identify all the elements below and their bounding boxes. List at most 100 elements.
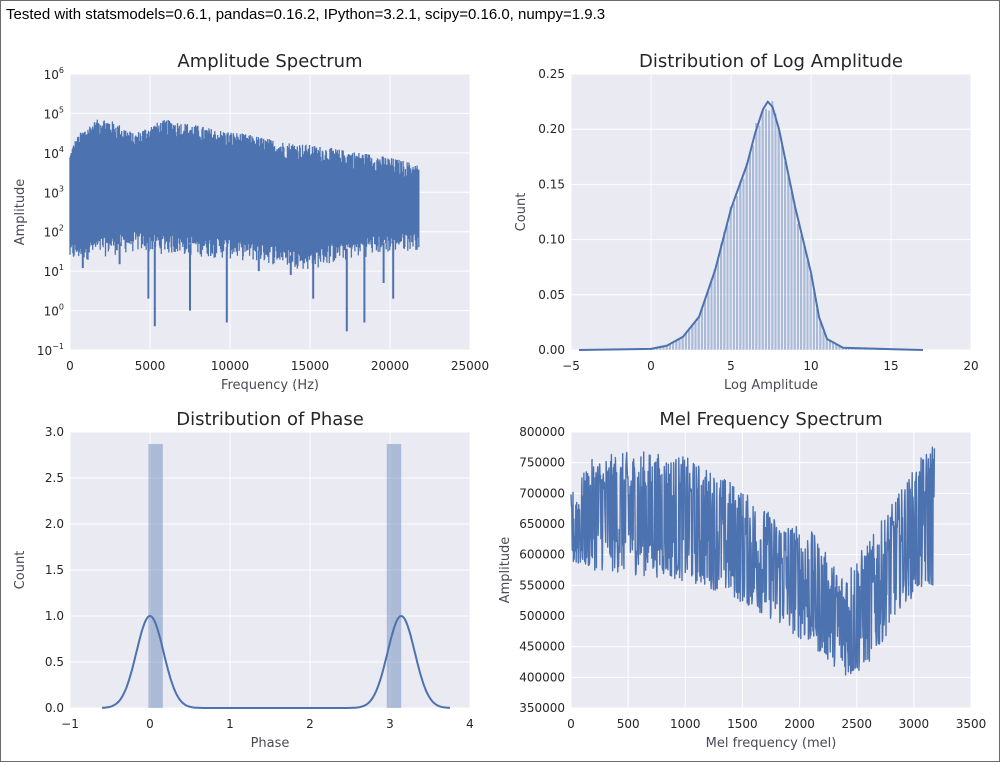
- log-amplitude-title: Distribution of Log Amplitude: [639, 51, 903, 72]
- log-amplitude-ytick-2: 0.10: [538, 233, 565, 247]
- log-amplitude-bar-59: [767, 110, 771, 351]
- amplitude-xtick-4: 20000: [371, 359, 409, 373]
- phase-title: Distribution of Phase: [176, 409, 364, 430]
- amplitude-ytick-3: 102: [44, 224, 64, 240]
- log-amplitude-bar-51: [742, 178, 745, 351]
- phase-ytick-4: 2.0: [45, 517, 64, 531]
- log-amplitude-ylabel: Count: [514, 193, 529, 232]
- mel-xlabel: Mel frequency (mel): [706, 736, 837, 751]
- mel-ytick-2: 450000: [519, 640, 565, 654]
- log-amplitude-bar-40: [706, 290, 710, 351]
- log-amplitude-bar-65: [786, 176, 790, 351]
- mel-ytick-7: 700000: [519, 486, 565, 500]
- amplitude-ytick-6: 105: [44, 105, 64, 121]
- log-amplitude-bar-31: [678, 338, 681, 351]
- log-amplitude-bar-55: [754, 122, 758, 351]
- phase-ytick-3: 1.5: [45, 563, 64, 577]
- log-amplitude-kde: [578, 100, 924, 351]
- log-amplitude-ytick-4: 0.20: [538, 122, 565, 136]
- log-amplitude-bar-39: [703, 299, 707, 351]
- amplitude-ylabel: Amplitude: [13, 179, 28, 246]
- mel-title: Mel Frequency Spectrum: [659, 409, 882, 430]
- log-amplitude-xtick-4: 15: [883, 359, 898, 373]
- mel-xtick-7: 3500: [956, 717, 987, 731]
- log-amplitude-bar-47: [729, 206, 733, 351]
- phase-xtick-2: 1: [226, 717, 234, 731]
- log-amplitude-bar-70: [802, 246, 806, 351]
- mel-ytick-4: 550000: [519, 578, 565, 592]
- mel-ytick-0: 350000: [519, 701, 565, 715]
- log-amplitude-xtick-0: −5: [562, 359, 580, 373]
- amplitude-xtick-1: 5000: [135, 359, 166, 373]
- log-amplitude-bar-67: [793, 205, 797, 351]
- phase-xtick-0: −1: [61, 717, 79, 731]
- phase-kde: [102, 614, 451, 709]
- version-caption: Tested with statsmodels=0.6.1, pandas=0.…: [6, 6, 606, 23]
- log-amplitude-ytick-1: 0.05: [538, 288, 565, 302]
- amplitude-xtick-2: 10000: [211, 359, 249, 373]
- mel-series: [570, 446, 936, 676]
- log-amplitude-bar-54: [751, 145, 755, 351]
- log-amplitude-bar-53: [748, 153, 752, 351]
- log-amplitude-xtick-2: 5: [727, 359, 735, 373]
- log-amplitude-bar-42: [713, 268, 717, 351]
- log-amplitude-bar-58: [764, 108, 768, 351]
- log-amplitude-bar-44: [719, 243, 723, 351]
- mel-ytick-1: 400000: [519, 670, 565, 684]
- log-amplitude-bar-60: [770, 100, 774, 351]
- mel-ylabel: Amplitude: [498, 537, 513, 604]
- log-amplitude-bar-62: [777, 126, 781, 351]
- amplitude-xtick-5: 25000: [451, 359, 489, 373]
- log-amplitude-ytick-5: 0.25: [538, 67, 565, 81]
- log-amplitude-bar-64: [783, 160, 787, 351]
- log-amplitude-bar-37: [697, 316, 701, 351]
- log-amplitude-bar-56: [758, 125, 761, 351]
- mel-xtick-4: 2000: [784, 717, 815, 731]
- mel-xtick-0: 0: [567, 717, 575, 731]
- log-amplitude-bar-41: [710, 278, 713, 351]
- log-amplitude-bar-34: [687, 329, 691, 351]
- log-amplitude-bar-57: [761, 109, 765, 351]
- amplitude-series: [69, 119, 420, 269]
- log-amplitude-xtick-3: 10: [803, 359, 818, 373]
- amplitude-ytick-7: 106: [44, 66, 64, 82]
- log-amplitude-bar-49: [735, 195, 739, 351]
- log-amplitude-bar-48: [732, 202, 736, 351]
- log-amplitude-bar-36: [694, 321, 697, 351]
- log-amplitude-bar-32: [681, 336, 685, 351]
- log-amplitude-bar-71: [806, 260, 809, 351]
- phase-xtick-3: 2: [306, 717, 314, 731]
- phase-xlabel: Phase: [251, 736, 290, 751]
- mel-xtick-3: 1500: [727, 717, 758, 731]
- phase-bar-1: [386, 443, 402, 708]
- phase-ytick-6: 3.0: [45, 425, 64, 439]
- phase-xtick-4: 3: [386, 717, 394, 731]
- phase-bar-0: [148, 443, 163, 708]
- phase-ytick-1: 0.5: [45, 655, 64, 669]
- amplitude-ytick-2: 101: [44, 263, 64, 279]
- mel-ytick-9: 800000: [519, 425, 565, 439]
- amplitude-ytick-1: 100: [44, 303, 64, 319]
- mel-ytick-5: 600000: [519, 548, 565, 562]
- log-amplitude-bar-77: [825, 338, 829, 351]
- phase-ytick-2: 1.0: [45, 609, 64, 623]
- log-amplitude-ytick-0: 0.00: [538, 343, 565, 357]
- log-amplitude-bar-61: [774, 112, 777, 351]
- log-amplitude-chart: −5 0 5 10 15 20 0.00 0.05 0.10 0.15 0.20 0.25 Distri…: [514, 51, 979, 393]
- mel-ytick-6: 650000: [519, 517, 565, 531]
- mel-ytick-3: 500000: [519, 609, 565, 623]
- mel-chart: 0 500 1000 1500 2000 2500 3000 3500 350000 400000…: [498, 409, 986, 751]
- log-amplitude-xtick-5: 20: [963, 359, 978, 373]
- log-amplitude-bar-72: [809, 274, 813, 351]
- log-amplitude-bar-52: [745, 162, 749, 351]
- amplitude-chart: 0 5000 10000 15000 20000 25000 10−1 100 101 102 10…: [13, 51, 489, 393]
- mel-ytick-8: 750000: [519, 456, 565, 470]
- amplitude-xtick-3: 15000: [291, 359, 329, 373]
- phase-xtick-1: 0: [146, 717, 154, 731]
- amplitude-title: Amplitude Spectrum: [177, 51, 362, 72]
- mel-xtick-6: 3000: [899, 717, 930, 731]
- phase-ytick-5: 2.5: [45, 471, 64, 485]
- amplitude-ytick-5: 104: [44, 145, 64, 161]
- mel-xtick-1: 500: [617, 717, 640, 731]
